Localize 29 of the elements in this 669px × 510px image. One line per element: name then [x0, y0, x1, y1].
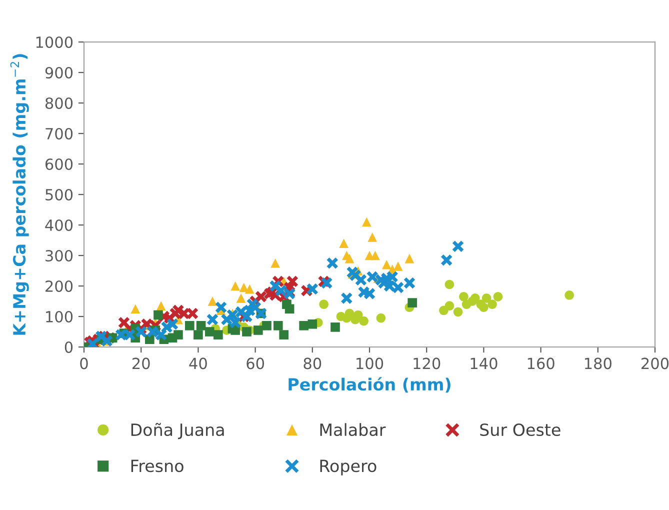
legend-label: Ropero: [320, 460, 376, 476]
x-tick-label: 20: [132, 358, 150, 370]
x-tick-label: 0: [80, 358, 88, 370]
legend-label: Sur Oeste: [480, 423, 560, 436]
x-tick-label: 180: [584, 358, 612, 370]
x-tick-label: 100: [356, 358, 384, 370]
x-tick-label: 200: [642, 358, 669, 370]
y-tick-label: 700: [46, 128, 73, 140]
legend-label: Malabar: [320, 423, 386, 436]
x-axis-title: Percolación (mm): [288, 377, 450, 393]
x-tick-label: 140: [470, 358, 498, 370]
y-tick-label: 900: [45, 66, 73, 79]
legend-label: Fresno: [131, 460, 184, 472]
y-tick-label: 400: [45, 219, 73, 232]
y-tick-label: 200: [46, 280, 73, 292]
y-axis-title: K+Mg+Ca percolado (mg.m$^{−2}$): [10, 54, 29, 335]
x-tick-label: 40: [189, 358, 207, 370]
legend-label: Doña Juana: [131, 422, 224, 440]
x-tick-label: 60: [246, 358, 264, 370]
x-tick-label: 80: [304, 358, 322, 370]
y-tick-label: 600: [45, 158, 73, 170]
y-tick-label: 800: [45, 97, 73, 110]
y-tick-label: 300: [46, 250, 73, 262]
x-tick-label: 120: [414, 358, 440, 370]
y-tick-label: 500: [46, 188, 73, 201]
y-tick-label: 0: [64, 341, 73, 354]
x-tick-label: 160: [528, 358, 554, 370]
y-tick-label: 100: [46, 310, 73, 323]
y-tick-label: 1000: [36, 36, 73, 48]
